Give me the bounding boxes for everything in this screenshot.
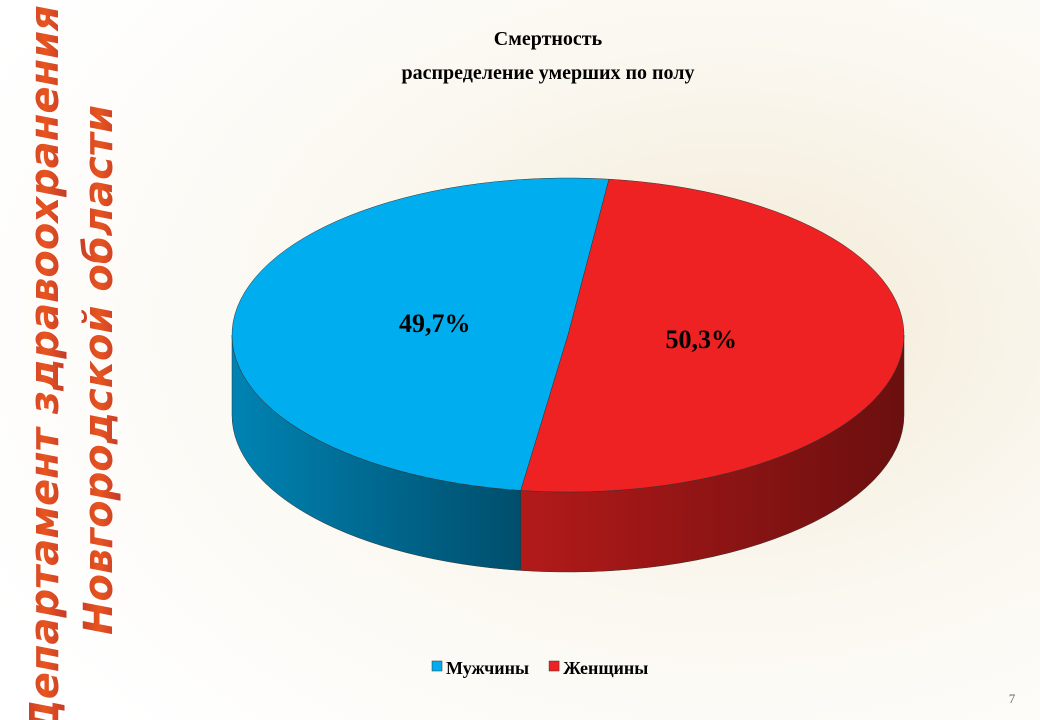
legend: Мужчины Женщины xyxy=(431,658,648,678)
pie: 49,7% 50,3% xyxy=(231,177,905,573)
legend-swatch xyxy=(431,660,443,672)
data-label: 49,7% xyxy=(399,309,471,338)
chart-title: Смертность xyxy=(494,28,603,50)
legend-label: Мужчины xyxy=(446,658,529,678)
slice xyxy=(231,177,610,491)
page-number: 7 xyxy=(1009,691,1016,706)
legend-label: Женщины xyxy=(563,658,648,678)
side-title: Департамент здравоохранения xyxy=(22,5,68,720)
slice xyxy=(520,178,905,493)
side-title: Новгородской области xyxy=(76,105,122,635)
legend-swatch xyxy=(548,660,560,672)
chart-subtitle: распределение умерших по полу xyxy=(401,62,694,84)
data-label: 50,3% xyxy=(665,325,737,354)
